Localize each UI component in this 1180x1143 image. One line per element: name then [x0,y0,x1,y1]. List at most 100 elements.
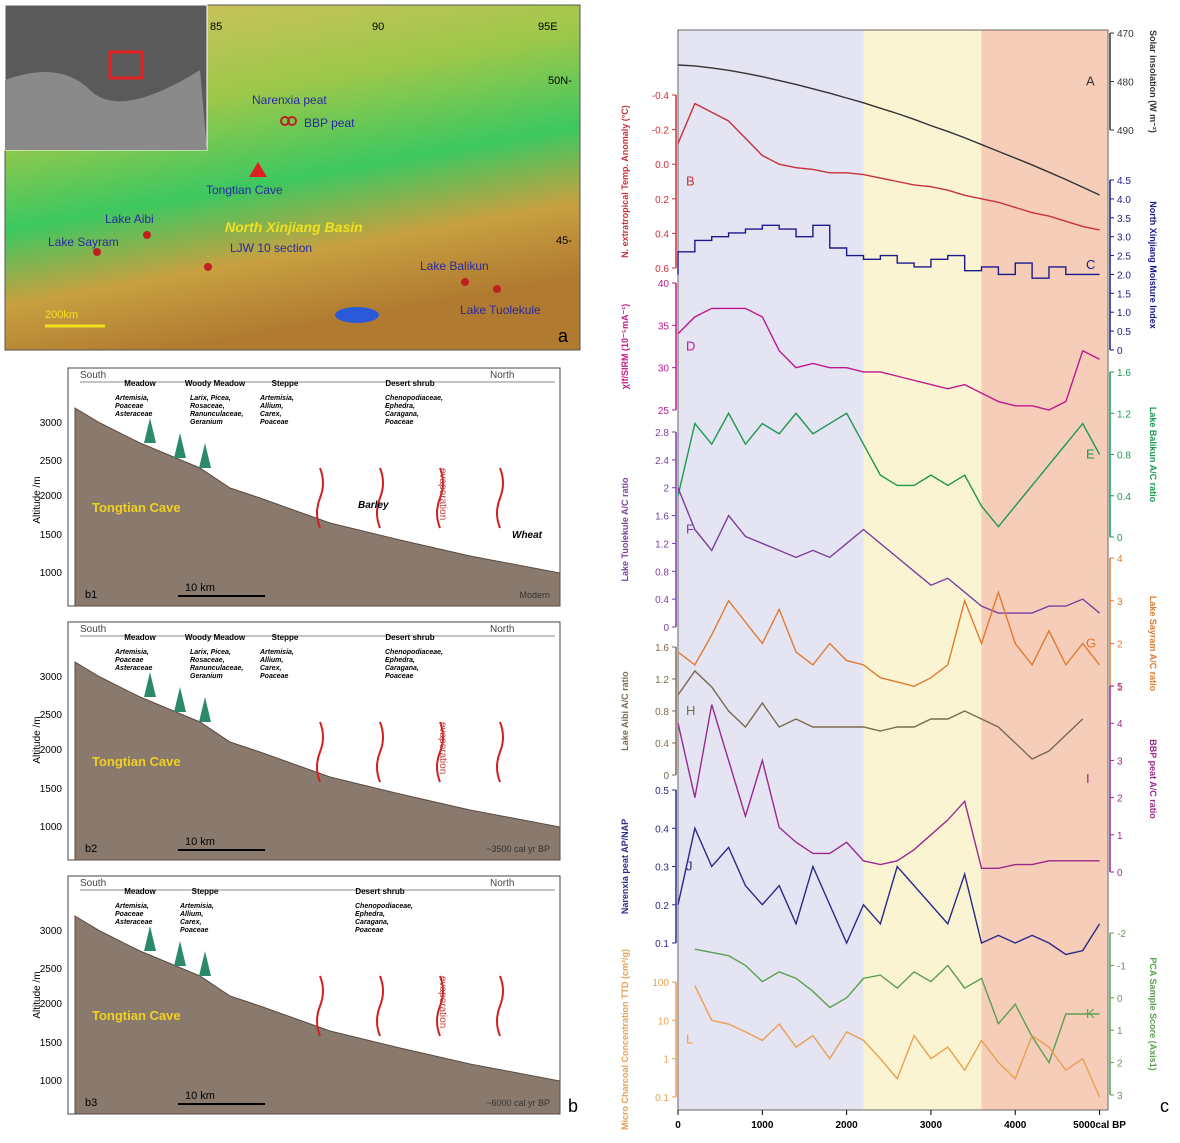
panel-letter: b [568,1096,578,1116]
series-line [677,224,1100,279]
x-tick-label: 2000 [836,1120,859,1131]
y-tick-label: 1 [1117,1026,1123,1037]
y-tick-label: 0.4 [655,229,669,240]
series-name: F [686,522,694,537]
y-axis-label: Solar insolation (W m⁻²) [1148,30,1158,133]
altitude-tick: 1000 [40,822,63,833]
evaporation-label: evaporation [437,976,448,1028]
tree [174,941,186,966]
y-tick-label: 30 [658,364,670,375]
tree [144,418,156,443]
map: 85 90 95E 50N- 45- Narenxia peat BBP pea… [4,4,581,351]
profile-id: b2 [85,843,97,855]
y-tick-label: 2.0 [1117,270,1131,281]
taxa: Artemisia, [179,903,214,910]
taxa: Asteraceae [114,919,152,926]
tree [144,672,156,697]
lat-label: 50N- [548,75,572,87]
taxa: Poaceae [260,419,289,426]
x-tick-label: 0 [675,1120,681,1131]
y-tick-label: 0 [663,771,669,782]
tree [199,443,211,468]
altitude-tick: 2000 [40,999,63,1010]
taxa: Ephedra, [355,911,385,918]
evaporation-arrow [316,721,324,783]
profile: South NorthMeadowArtemisia,PoaceaeAsterac… [40,621,561,861]
taxa: Allium, [259,403,283,410]
site-label: Tongtian Cave [206,183,283,197]
series-line [677,669,1084,760]
y-axis-label: Lake Aibi A/C ratio [620,671,630,751]
series-line [677,411,1101,528]
y-tick-label: 3 [1117,597,1123,608]
y-tick-label: 3.0 [1117,233,1131,244]
taxa: Allium, [259,657,283,664]
y-tick-label: 1 [1117,831,1123,842]
y-tick-label: 4 [1117,719,1123,730]
evaporation-arrow [436,467,444,529]
taxa: Poaceae [260,673,289,680]
y-tick-label: 0 [1117,346,1123,357]
y-tick-label: 2 [1117,1059,1123,1070]
site-label: Lake Aibi [105,212,154,226]
terrain [74,407,561,607]
evaporation-label: evaporation [437,722,448,774]
evaporation-arrow [436,975,444,1037]
series-name: B [686,174,695,189]
taxa: Asteraceae [114,665,152,672]
taxa: Ranunculaceae, [190,411,243,418]
y-tick-label: 1 [1117,682,1123,693]
lat-label: 45- [556,235,572,247]
taxa: Ephedra, [385,403,415,410]
y-tick-label: 2 [1117,794,1123,805]
series-name: C [1086,257,1095,272]
x-tick-label: 4000 [1004,1120,1027,1131]
y-tick-label: 0.5 [1117,327,1131,338]
y-axis-label: Lake Sayram A/C ratio [1148,596,1158,692]
age-label: Modern [519,590,550,600]
series-line [694,985,1101,1098]
y-tick-label: 25 [658,406,670,417]
taxa: Poaceae [115,657,144,664]
taxa: Carex, [260,665,281,672]
site-label: Lake Sayram [48,235,119,249]
lon-label: 90 [372,21,384,33]
cave-label: Tongtian Cave [92,500,181,515]
y-tick-label: 490 [1117,126,1134,137]
y-tick-label: -0.4 [652,91,670,102]
zone-name: Meadow [124,379,156,388]
series-line [677,589,1101,687]
series-name: I [1086,771,1090,786]
site-label: Narenxia peat [252,93,327,107]
y-tick-label: 1.2 [1117,409,1131,420]
crop-label: Wheat [512,530,543,541]
y-tick-label: 480 [1117,78,1134,89]
y-axis-label: N. extratropical Temp. Anomaly (°C) [620,105,630,258]
series-name: A [1086,74,1095,89]
y-tick-label: 0.1 [655,939,669,950]
series-line [677,487,1101,614]
y-tick-label: 3.5 [1117,214,1131,225]
taxa: Carex, [180,919,201,926]
taxa: Chenopodiaceae, [385,649,443,656]
panel-letter: a [558,326,569,346]
y-tick-label: 4.5 [1117,176,1131,187]
y-tick-label: 35 [658,321,670,332]
taxa: Ephedra, [385,657,415,664]
taxa: Carex, [260,411,281,418]
y-tick-label: 2 [1117,640,1123,651]
age-label: ~6000 cal yr BP [486,1098,550,1108]
taxa: Chenopodiaceae, [385,395,443,402]
period-band [981,30,1108,1110]
evaporation-label: evaporation [437,468,448,520]
y-tick-label: 1.6 [1117,368,1131,379]
altitude-tick: 2000 [40,491,63,502]
taxa: Geranium [190,673,223,680]
taxa: Rosaceae, [190,403,225,410]
y-tick-label: 0.2 [655,195,669,206]
tree [174,687,186,712]
terrain [74,661,561,861]
y-tick-label: 0 [1117,994,1123,1005]
y-tick-label: -1 [1117,961,1126,972]
